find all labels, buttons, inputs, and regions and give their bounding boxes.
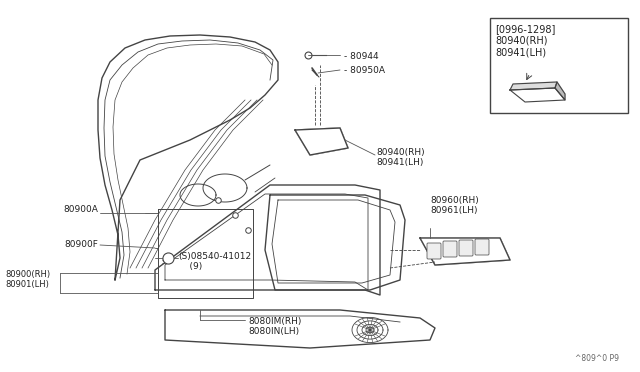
- FancyBboxPatch shape: [443, 241, 457, 257]
- Text: 8080IM(RH)
8080IN(LH): 8080IM(RH) 8080IN(LH): [248, 317, 301, 336]
- Text: 80900A: 80900A: [63, 205, 98, 214]
- Polygon shape: [420, 238, 510, 265]
- Text: ^809^0 P9: ^809^0 P9: [575, 354, 619, 363]
- Text: 80900F: 80900F: [64, 240, 98, 248]
- Polygon shape: [555, 82, 565, 100]
- Text: (S)08540-41012
    (9): (S)08540-41012 (9): [178, 252, 251, 272]
- Text: S: S: [162, 259, 166, 265]
- FancyBboxPatch shape: [427, 243, 441, 259]
- Text: 80900(RH)
80901(LH): 80900(RH) 80901(LH): [5, 270, 50, 289]
- Text: 80960(RH)
80961(LH): 80960(RH) 80961(LH): [430, 196, 479, 215]
- Polygon shape: [295, 128, 348, 155]
- FancyBboxPatch shape: [475, 239, 489, 255]
- Polygon shape: [510, 82, 557, 90]
- Bar: [490, 18, 628, 113]
- Polygon shape: [510, 88, 565, 102]
- Text: [0996-1298]
80940(RH)
80941(LH): [0996-1298] 80940(RH) 80941(LH): [495, 24, 556, 57]
- FancyBboxPatch shape: [459, 240, 473, 256]
- Text: - 80950A: - 80950A: [344, 66, 385, 75]
- Text: 80940(RH)
80941(LH): 80940(RH) 80941(LH): [376, 148, 424, 167]
- Text: - 80944: - 80944: [344, 52, 379, 61]
